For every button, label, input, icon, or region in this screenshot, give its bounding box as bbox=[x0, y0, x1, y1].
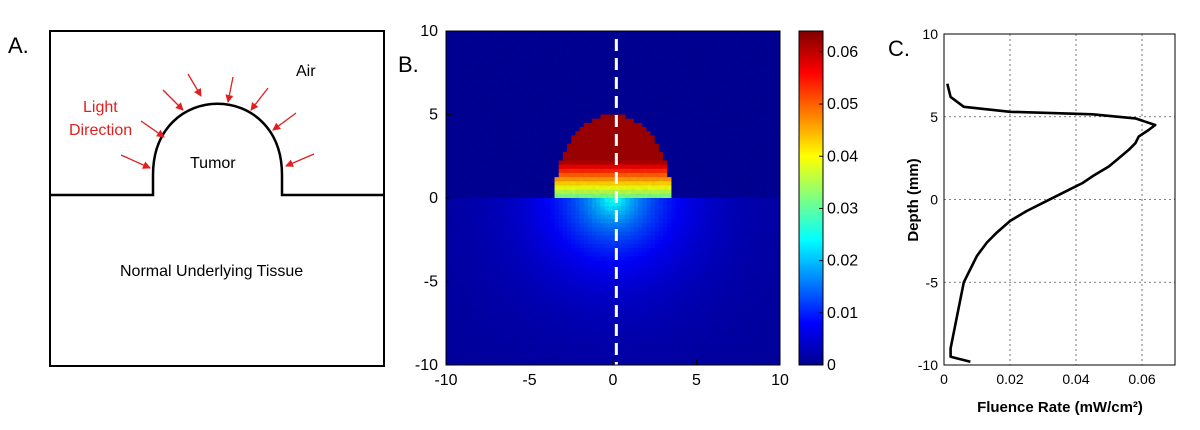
light-arrow-icon bbox=[272, 112, 297, 131]
light-arrow-icon bbox=[140, 120, 165, 138]
light-arrow-icon bbox=[162, 89, 184, 111]
light-direction-label-line2: Direction bbox=[69, 122, 132, 139]
panel-a-label: A. bbox=[8, 33, 29, 58]
tissue-label: Normal Underlying Tissue bbox=[120, 263, 303, 280]
light-arrow-icon bbox=[187, 73, 202, 97]
panel-a: A. Air Light Direction Tumor Normal Unde… bbox=[8, 30, 385, 367]
light-arrow-icon bbox=[120, 154, 151, 169]
panel-b-label: B. bbox=[398, 52, 419, 77]
light-arrows bbox=[120, 73, 315, 169]
tissue-surface-outline bbox=[50, 102, 384, 197]
air-label: Air bbox=[296, 63, 316, 80]
light-direction-label-line1: Light bbox=[83, 99, 118, 116]
light-arrow-icon bbox=[225, 76, 234, 103]
light-arrow-icon bbox=[250, 87, 269, 111]
light-arrow-icon bbox=[285, 153, 315, 167]
panel-a-frame bbox=[49, 30, 385, 367]
tumor-label: Tumor bbox=[190, 155, 236, 172]
